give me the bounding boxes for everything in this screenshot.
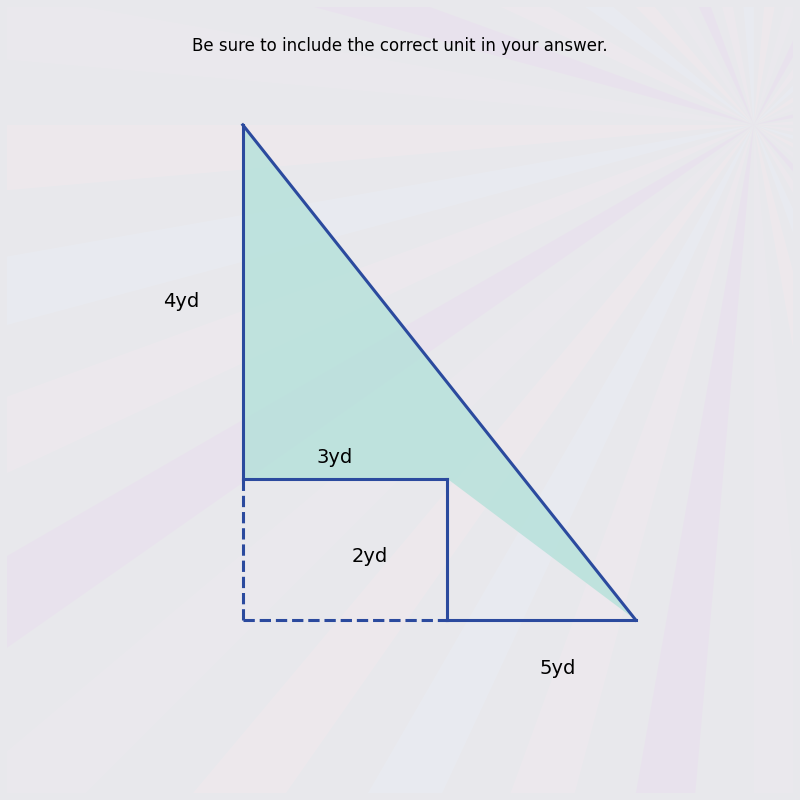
Polygon shape	[0, 125, 754, 723]
Polygon shape	[508, 125, 754, 800]
Polygon shape	[754, 125, 800, 800]
Polygon shape	[0, 125, 754, 248]
Polygon shape	[270, 125, 754, 800]
Polygon shape	[754, 125, 800, 800]
Text: Be sure to include the correct unit in your answer.: Be sure to include the correct unit in y…	[192, 38, 608, 55]
Text: 3yd: 3yd	[317, 448, 353, 467]
Polygon shape	[754, 125, 800, 800]
Polygon shape	[754, 0, 800, 125]
Polygon shape	[754, 0, 800, 125]
Polygon shape	[754, 2, 800, 125]
Polygon shape	[754, 0, 800, 125]
Polygon shape	[156, 0, 754, 125]
Text: 2yd: 2yd	[351, 547, 388, 566]
Polygon shape	[754, 0, 800, 125]
Polygon shape	[0, 125, 754, 800]
Polygon shape	[387, 0, 754, 125]
Polygon shape	[754, 125, 800, 370]
Polygon shape	[0, 0, 754, 125]
Polygon shape	[0, 0, 754, 125]
Polygon shape	[754, 125, 800, 800]
Polygon shape	[0, 125, 754, 491]
Polygon shape	[754, 0, 800, 125]
Polygon shape	[242, 125, 636, 620]
Polygon shape	[0, 0, 754, 125]
Polygon shape	[754, 125, 800, 800]
Polygon shape	[754, 0, 800, 125]
Text: 4yd: 4yd	[163, 292, 199, 311]
Polygon shape	[754, 125, 800, 800]
Polygon shape	[0, 0, 754, 125]
Polygon shape	[0, 0, 754, 125]
Polygon shape	[754, 0, 800, 125]
Polygon shape	[630, 0, 754, 125]
Polygon shape	[0, 125, 754, 800]
Polygon shape	[46, 125, 754, 800]
Polygon shape	[754, 0, 800, 125]
Polygon shape	[754, 125, 800, 609]
Polygon shape	[0, 0, 754, 125]
Text: 5yd: 5yd	[539, 659, 575, 678]
Polygon shape	[0, 125, 754, 800]
Polygon shape	[754, 125, 800, 800]
